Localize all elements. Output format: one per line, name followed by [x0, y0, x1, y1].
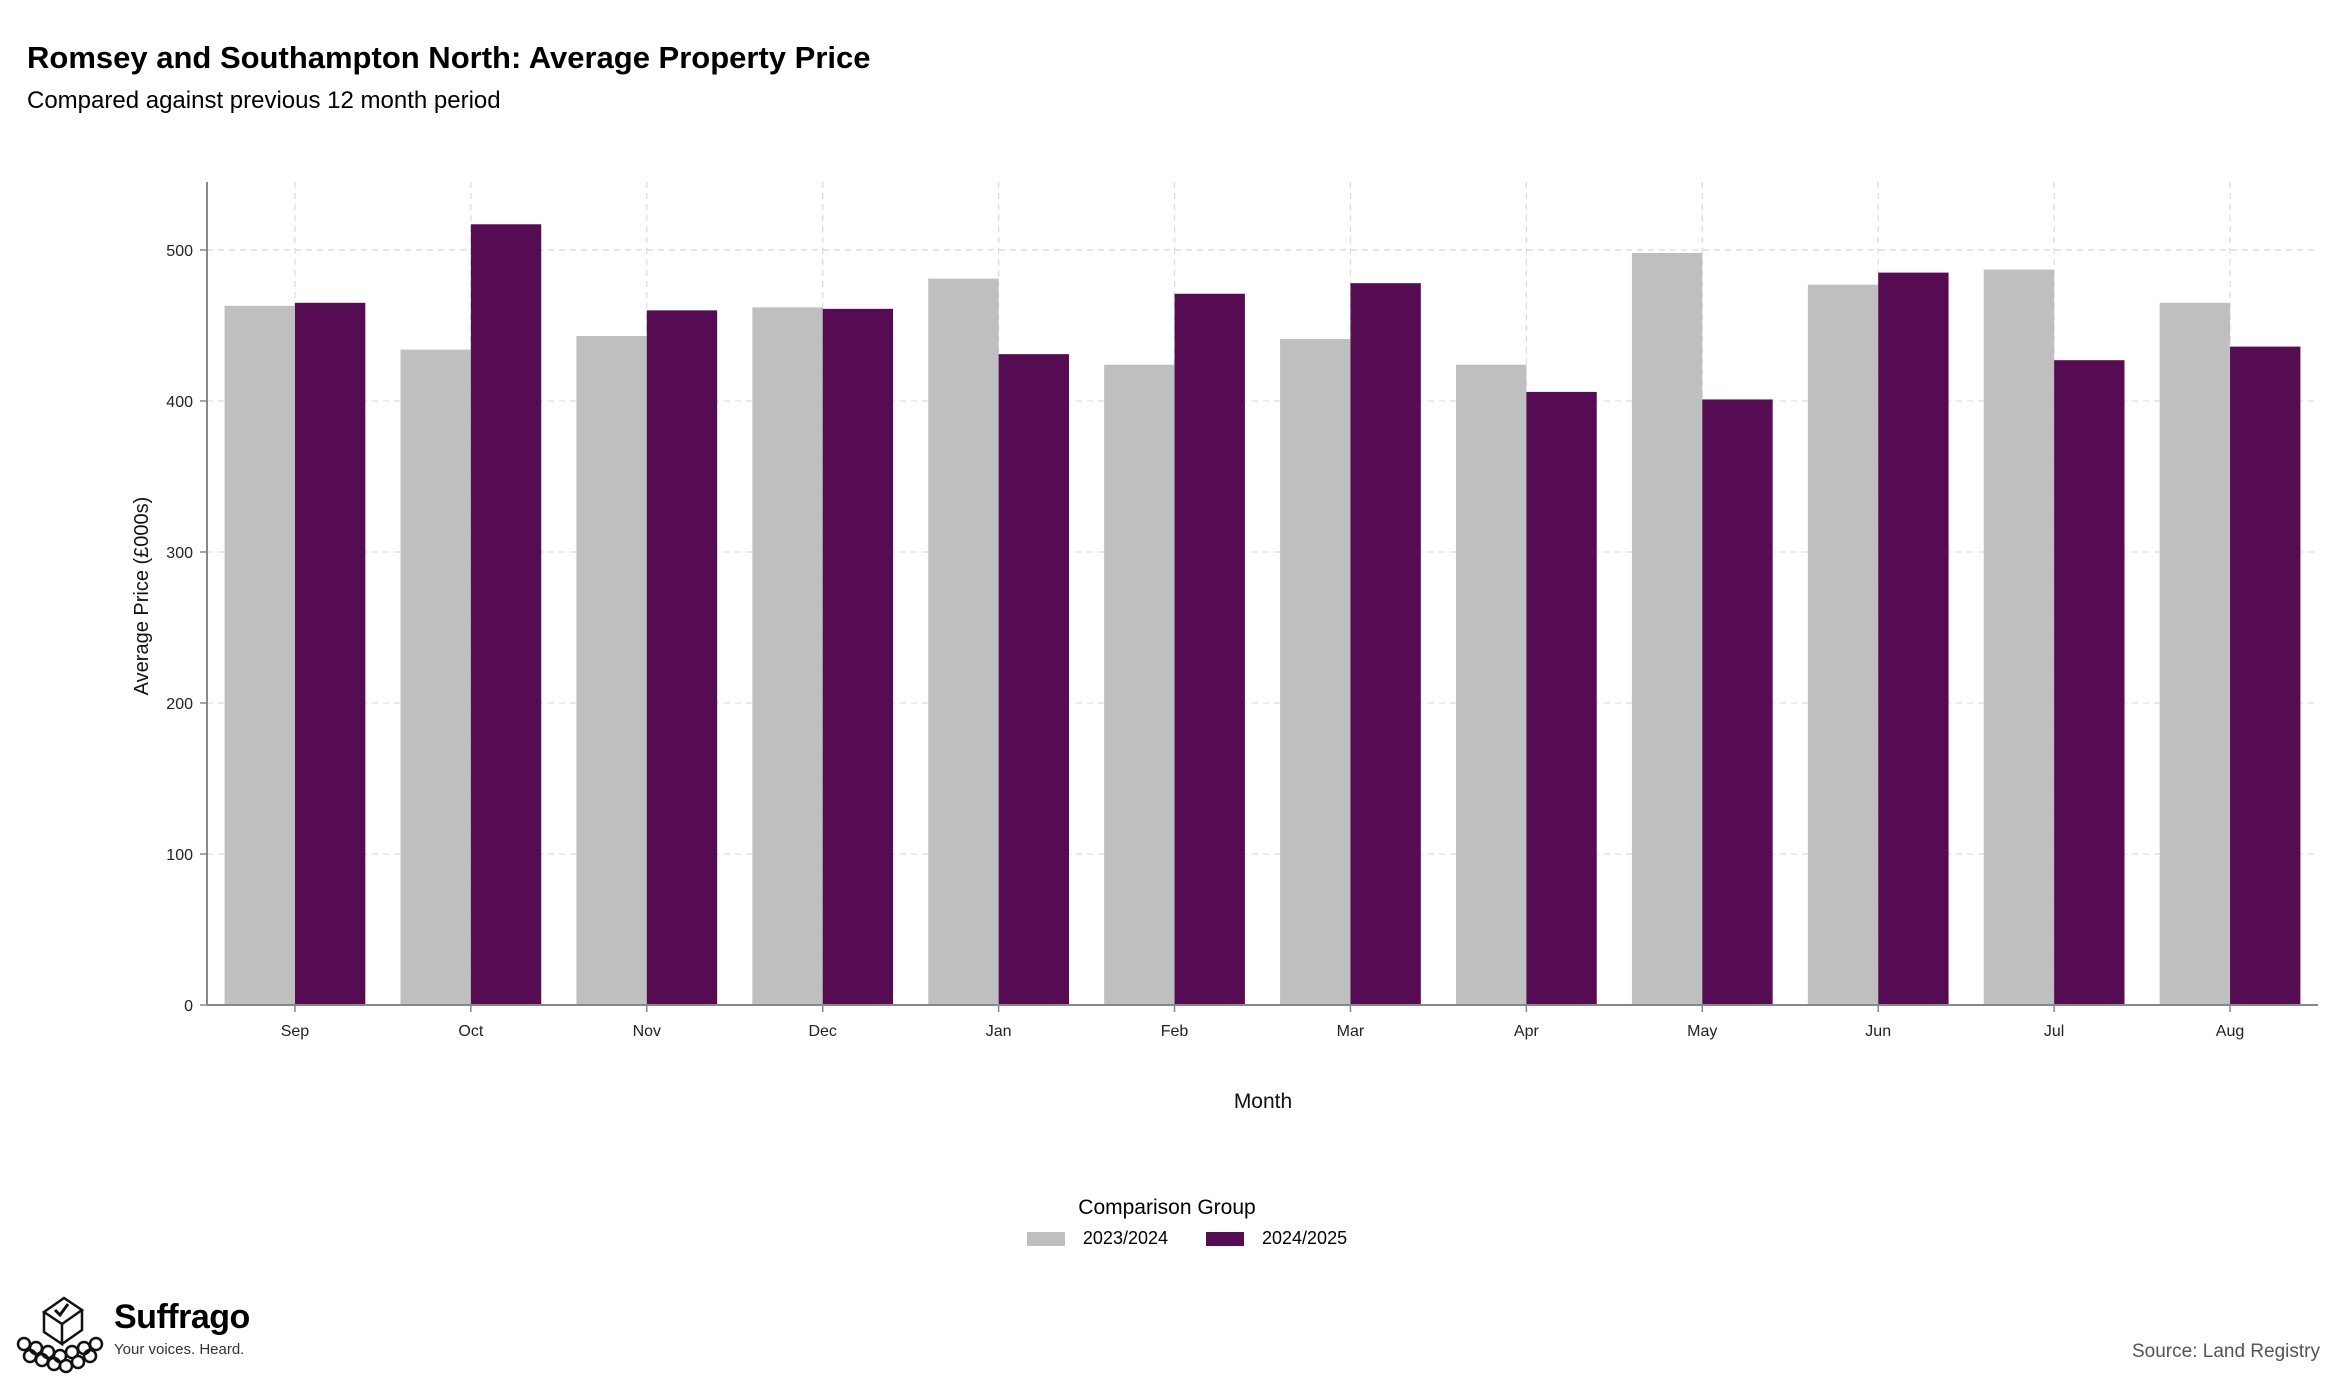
- bar-oct-2023-2024: [400, 349, 471, 1005]
- bar-jul-2024-2025: [2054, 360, 2125, 1006]
- legend-title: Comparison Group: [1078, 1196, 1256, 1219]
- y-tick-label-100: 100: [166, 847, 193, 864]
- legend: Comparison Group 2023/2024 2024/2025: [0, 1196, 2334, 1249]
- bar-jun-2024-2025: [1878, 272, 1949, 1006]
- x-tick-label-dec: Dec: [808, 1023, 836, 1040]
- bar-dec-2024-2025: [822, 308, 894, 1005]
- y-tick-label-400: 400: [166, 394, 193, 411]
- bar-nov-2023-2024: [576, 336, 647, 1005]
- bar-oct-2024-2025: [470, 224, 542, 1005]
- brand-name: Suffrago: [114, 1298, 250, 1336]
- bar-nov-2024-2025: [646, 310, 718, 1005]
- bar-jun-2023-2024: [1807, 284, 1879, 1005]
- axes: [200, 182, 2318, 1012]
- x-tick-label-feb: Feb: [1161, 1023, 1189, 1040]
- x-tick-label-mar: Mar: [1337, 1023, 1365, 1040]
- bar-aug-2023-2024: [2159, 302, 2231, 1005]
- bar-jan-2023-2024: [928, 278, 999, 1005]
- bar-sep-2024-2025: [294, 302, 366, 1005]
- y-tick-label-200: 200: [166, 696, 193, 713]
- x-tick-label-oct: Oct: [458, 1023, 483, 1040]
- x-axis-label: Month: [1234, 1090, 1292, 1113]
- legend-label-2023-2024: 2023/2024: [1082, 1228, 1168, 1248]
- bar-mar-2024-2025: [1350, 283, 1421, 1005]
- brand-logo-block: Suffrago Your voices. Heard.: [14, 1292, 250, 1374]
- bar-chart: 0 100 200 300 400 500 Sep Oct Nov Dec Jan Feb Mar Apr…: [131, 182, 2318, 1113]
- x-tick-label-nov: Nov: [633, 1023, 661, 1040]
- bar-apr-2023-2024: [1456, 364, 1527, 1006]
- bars: [224, 224, 2301, 1006]
- x-tick-label-sep: Sep: [281, 1023, 310, 1040]
- chart-subtitle: Compared against previous 12 month perio…: [27, 87, 501, 114]
- x-tick-label-may: May: [1687, 1023, 1717, 1040]
- bar-jul-2023-2024: [1983, 269, 2055, 1005]
- bar-feb-2023-2024: [1104, 364, 1175, 1006]
- x-tick-label-jul: Jul: [2044, 1023, 2064, 1040]
- legend-label-2024-2025: 2024/2025: [1262, 1228, 1348, 1248]
- legend-swatch-2023-2024: [1026, 1231, 1065, 1246]
- brand-tagline: Your voices. Heard.: [114, 1341, 245, 1358]
- bar-sep-2023-2024: [224, 305, 295, 1005]
- x-tick-label-jun: Jun: [1865, 1023, 1891, 1040]
- bar-may-2024-2025: [1702, 399, 1773, 1005]
- y-tick-label-500: 500: [166, 243, 193, 260]
- chart-title: Romsey and Southampton North: Average Pr…: [27, 40, 871, 75]
- x-tick-label-aug: Aug: [2216, 1023, 2244, 1040]
- bar-dec-2023-2024: [752, 307, 823, 1005]
- y-tick-label-300: 300: [166, 545, 193, 562]
- x-tick-label-apr: Apr: [1514, 1023, 1540, 1040]
- bar-apr-2024-2025: [1526, 391, 1597, 1006]
- y-axis-label: Average Price (£000s): [131, 497, 153, 696]
- tick-labels: 0 100 200 300 400 500 Sep Oct Nov Dec Jan Feb Mar Apr…: [166, 243, 2244, 1040]
- bar-aug-2024-2025: [2230, 346, 2301, 1006]
- legend-item-2024-2025: 2024/2025: [1206, 1228, 1347, 1249]
- legend-swatch-2024-2025: [1206, 1231, 1244, 1246]
- bar-feb-2024-2025: [1174, 293, 1245, 1005]
- y-tick-label-0: 0: [184, 998, 193, 1015]
- bar-mar-2023-2024: [1280, 339, 1351, 1005]
- bar-may-2023-2024: [1631, 252, 1703, 1006]
- bar-jan-2024-2025: [998, 354, 1069, 1005]
- x-tick-label-jan: Jan: [986, 1023, 1012, 1040]
- source-note: Source: Land Registry: [2132, 1341, 2320, 1362]
- legend-item-2023-2024: 2023/2024: [1026, 1228, 1168, 1249]
- ballot-box-crowd-icon: [16, 1296, 104, 1374]
